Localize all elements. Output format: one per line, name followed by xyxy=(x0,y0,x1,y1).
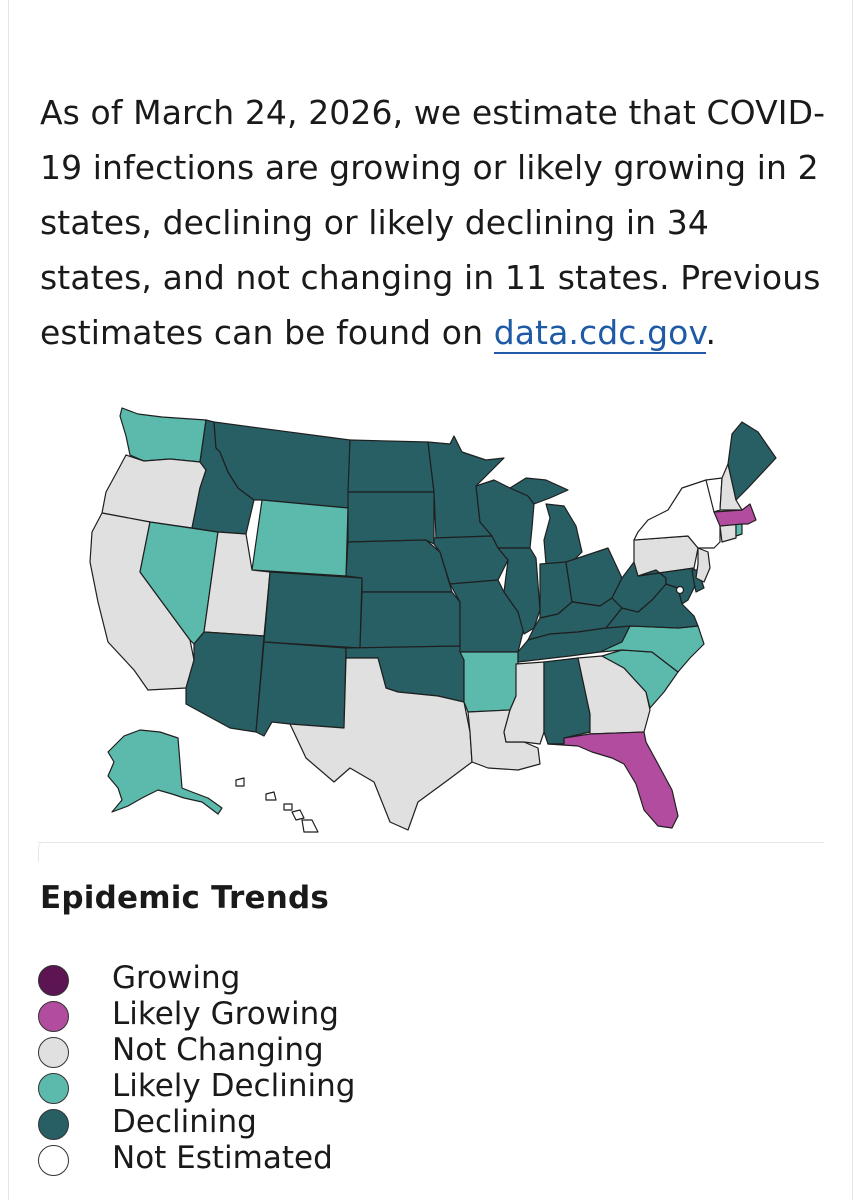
data-cdc-gov-link[interactable]: data.cdc.gov xyxy=(493,313,706,354)
panel-border-left xyxy=(8,0,9,1200)
panel-border-right xyxy=(852,0,853,1200)
state-WI[interactable] xyxy=(475,479,535,549)
state-AK[interactable] xyxy=(107,729,223,815)
map-legend-divider xyxy=(38,842,824,862)
us-map-svg xyxy=(89,407,777,833)
state-DC[interactable] xyxy=(675,585,685,595)
state-WA[interactable] xyxy=(119,407,207,463)
summary-text: As of March 24, 2026, we estimate that C… xyxy=(40,93,826,352)
state-KS[interactable] xyxy=(359,591,461,649)
state-WY[interactable] xyxy=(251,499,349,577)
state-ME[interactable] xyxy=(727,421,777,501)
summary-end: . xyxy=(705,313,717,352)
state-SD[interactable] xyxy=(347,491,435,545)
us-state-map xyxy=(78,392,798,842)
legend-label-growing: Growing xyxy=(112,960,241,996)
state-RI[interactable] xyxy=(735,523,743,537)
legend-swatch-growing xyxy=(38,965,69,996)
state-CO[interactable] xyxy=(263,571,363,649)
state-NM[interactable] xyxy=(255,641,347,737)
legend-label-not-estimated: Not Estimated xyxy=(112,1140,333,1176)
state-ND[interactable] xyxy=(347,439,435,493)
state-CT[interactable] xyxy=(719,523,737,543)
legend-label-declining: Declining xyxy=(112,1104,257,1140)
legend-title: Epidemic Trends xyxy=(40,880,330,916)
legend-swatch-declining xyxy=(38,1109,69,1140)
summary-paragraph: As of March 24, 2026, we estimate that C… xyxy=(40,85,830,360)
state-MA[interactable] xyxy=(713,503,757,527)
state-AZ[interactable] xyxy=(185,631,265,733)
legend-swatch-not-changing xyxy=(38,1037,69,1068)
legend-swatch-likely-declining xyxy=(38,1073,69,1104)
state-NJ[interactable] xyxy=(695,547,711,583)
legend-swatch-not-estimated xyxy=(38,1145,69,1176)
state-NH[interactable] xyxy=(719,463,743,511)
state-MN[interactable] xyxy=(427,435,505,539)
state-IL[interactable] xyxy=(497,547,541,635)
legend-label-not-changing: Not Changing xyxy=(112,1032,324,1068)
state-TX[interactable] xyxy=(289,657,473,831)
state-AR[interactable] xyxy=(459,651,519,713)
state-HI[interactable] xyxy=(235,777,319,833)
state-NC[interactable] xyxy=(599,625,705,673)
legend-label-likely-declining: Likely Declining xyxy=(112,1068,356,1104)
state-FL[interactable] xyxy=(547,731,679,829)
legend-label-likely-growing: Likely Growing xyxy=(112,996,339,1032)
legend-swatch-likely-growing xyxy=(38,1001,69,1032)
